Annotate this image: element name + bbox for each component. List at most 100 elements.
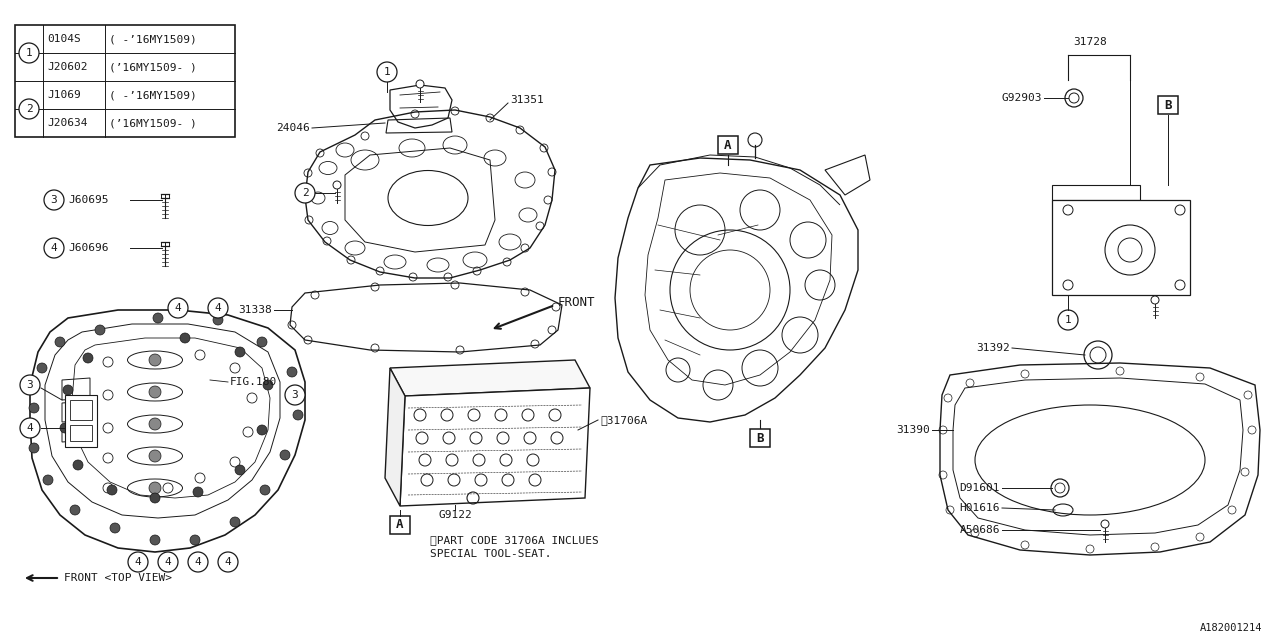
Circle shape: [1151, 296, 1158, 304]
Text: 1: 1: [26, 48, 32, 58]
Circle shape: [55, 337, 65, 347]
Text: 3: 3: [292, 390, 298, 400]
Text: FRONT: FRONT: [558, 296, 595, 308]
Circle shape: [37, 363, 47, 373]
Text: 1: 1: [1065, 315, 1071, 325]
Circle shape: [189, 535, 200, 545]
Text: (’16MY1509- ): (’16MY1509- ): [109, 62, 197, 72]
Circle shape: [157, 552, 178, 572]
Text: 24046: 24046: [276, 123, 310, 133]
Text: 4: 4: [165, 557, 172, 567]
Text: 4: 4: [224, 557, 232, 567]
Text: G9122: G9122: [438, 510, 472, 520]
Circle shape: [148, 418, 161, 430]
Text: J60696: J60696: [68, 243, 109, 253]
Bar: [390, 516, 410, 534]
Text: 4: 4: [215, 303, 221, 313]
Circle shape: [60, 423, 70, 433]
Circle shape: [148, 386, 161, 398]
Text: G92903: G92903: [1001, 93, 1042, 103]
Text: ( -’16MY1509): ( -’16MY1509): [109, 34, 197, 44]
Circle shape: [150, 535, 160, 545]
Text: 1: 1: [384, 67, 390, 77]
Text: 2: 2: [302, 188, 308, 198]
Text: ( -’16MY1509): ( -’16MY1509): [109, 90, 197, 100]
Text: 31351: 31351: [509, 95, 544, 105]
Polygon shape: [401, 388, 590, 506]
Text: J1069: J1069: [47, 90, 81, 100]
Polygon shape: [385, 368, 404, 506]
Circle shape: [333, 181, 340, 189]
Text: 4: 4: [51, 243, 58, 253]
Text: 4: 4: [195, 557, 201, 567]
Circle shape: [20, 418, 40, 438]
Text: A182001214: A182001214: [1199, 623, 1262, 633]
Text: ※31706A: ※31706A: [600, 415, 648, 425]
Circle shape: [1059, 310, 1078, 330]
Circle shape: [188, 552, 209, 572]
Text: 31728: 31728: [1073, 37, 1107, 47]
Circle shape: [257, 337, 268, 347]
Text: D91601: D91601: [960, 483, 1000, 493]
Bar: [65, 395, 97, 447]
Circle shape: [154, 313, 163, 323]
Bar: [70, 400, 92, 420]
Text: J20602: J20602: [47, 62, 87, 72]
Text: (’16MY1509- ): (’16MY1509- ): [109, 118, 197, 128]
Circle shape: [193, 487, 204, 497]
Text: 4: 4: [134, 557, 141, 567]
Circle shape: [416, 80, 424, 88]
Circle shape: [378, 62, 397, 82]
Polygon shape: [1052, 200, 1190, 295]
Circle shape: [20, 375, 40, 395]
Text: 31338: 31338: [238, 305, 273, 315]
Text: FRONT <TOP VIEW>: FRONT <TOP VIEW>: [64, 573, 172, 583]
Text: SPECIAL TOOL-SEAT.: SPECIAL TOOL-SEAT.: [430, 549, 552, 559]
Text: A50686: A50686: [960, 525, 1000, 535]
Circle shape: [73, 460, 83, 470]
Circle shape: [180, 333, 189, 343]
Circle shape: [70, 505, 81, 515]
Circle shape: [212, 315, 223, 325]
Text: J60695: J60695: [68, 195, 109, 205]
Text: 3: 3: [27, 380, 33, 390]
Text: 2: 2: [26, 104, 32, 114]
Circle shape: [209, 298, 228, 318]
Text: H01616: H01616: [960, 503, 1000, 513]
Circle shape: [236, 465, 244, 475]
Circle shape: [148, 354, 161, 366]
Circle shape: [110, 523, 120, 533]
Text: A: A: [397, 518, 403, 531]
Circle shape: [168, 298, 188, 318]
Bar: [718, 136, 739, 154]
Bar: [750, 429, 771, 447]
Circle shape: [285, 385, 305, 405]
Text: 4: 4: [174, 303, 182, 313]
Circle shape: [1101, 520, 1108, 528]
Text: B: B: [756, 431, 764, 445]
Circle shape: [128, 552, 148, 572]
Circle shape: [95, 325, 105, 335]
Circle shape: [44, 190, 64, 210]
Polygon shape: [1052, 185, 1140, 200]
Circle shape: [19, 99, 38, 119]
Circle shape: [19, 43, 38, 63]
Circle shape: [29, 443, 38, 453]
Circle shape: [257, 425, 268, 435]
Text: 31390: 31390: [896, 425, 931, 435]
Circle shape: [294, 183, 315, 203]
Circle shape: [236, 347, 244, 357]
Text: B: B: [1165, 99, 1171, 111]
Text: 3: 3: [51, 195, 58, 205]
Circle shape: [262, 380, 273, 390]
Circle shape: [63, 385, 73, 395]
Text: ※PART CODE 31706A INCLUES: ※PART CODE 31706A INCLUES: [430, 535, 599, 545]
Circle shape: [83, 353, 93, 363]
Circle shape: [44, 238, 64, 258]
Text: 4: 4: [27, 423, 33, 433]
Circle shape: [218, 552, 238, 572]
Circle shape: [108, 485, 116, 495]
Circle shape: [230, 517, 241, 527]
Text: A: A: [724, 138, 732, 152]
Bar: [1158, 96, 1178, 114]
